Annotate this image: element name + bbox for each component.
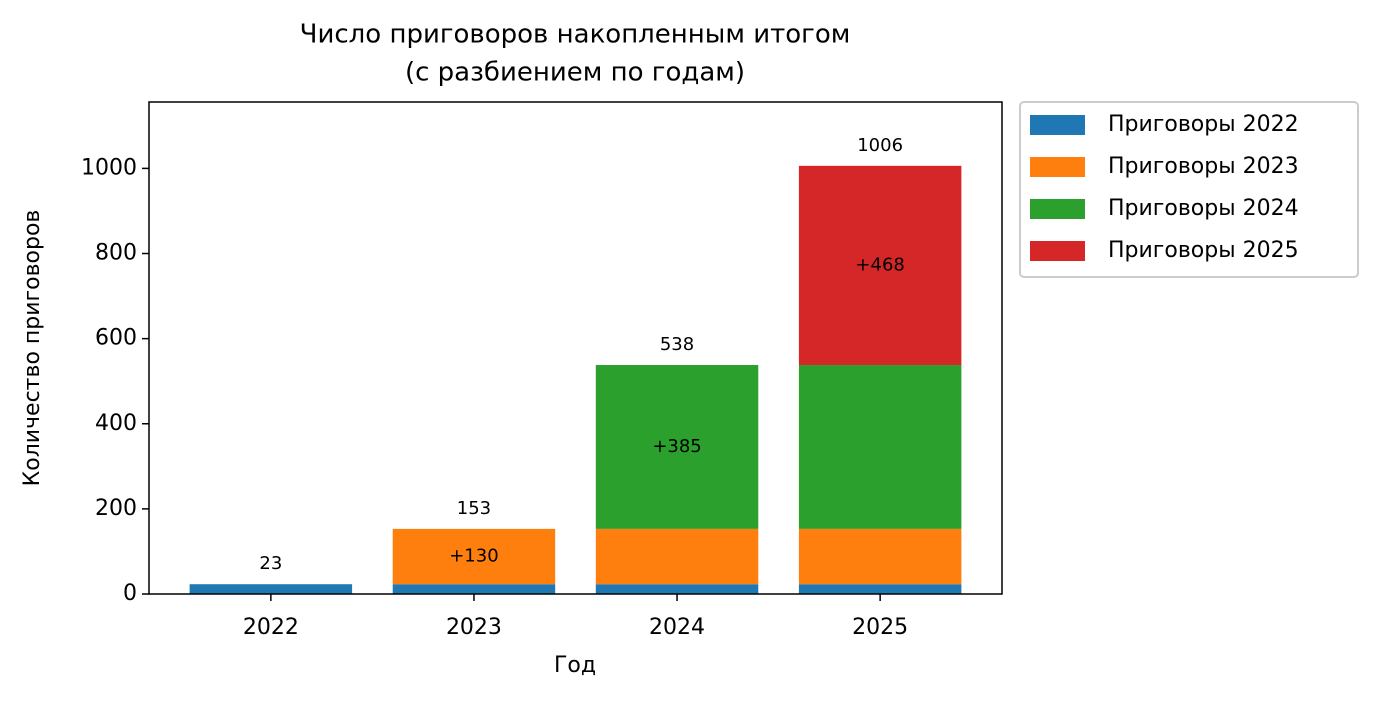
- total-label: 153: [457, 498, 491, 519]
- y-tick-label: 600: [95, 326, 137, 351]
- bar-segment: [392, 584, 556, 594]
- bar-segment: [595, 365, 759, 529]
- bar-segment: [392, 528, 556, 585]
- x-tick-label: 2022: [243, 615, 299, 640]
- bar-segment: [798, 165, 962, 366]
- bar-segment: [798, 365, 962, 529]
- y-tick-label: 1000: [81, 155, 137, 180]
- bar-segment: [189, 584, 353, 594]
- x-tick-label: 2023: [446, 615, 502, 640]
- y-axis-label: Количество приговоров: [20, 210, 45, 487]
- total-label: 538: [660, 334, 694, 355]
- total-label: 23: [259, 553, 282, 574]
- segment-label: +385: [652, 436, 701, 457]
- legend-swatch: [1030, 199, 1085, 219]
- total-label: 1006: [857, 135, 903, 156]
- legend-label: Приговоры 2025: [1108, 238, 1299, 263]
- legend-label: Приговоры 2023: [1108, 154, 1299, 179]
- x-axis-label: Год: [554, 653, 596, 678]
- legend-swatch: [1030, 157, 1085, 177]
- segment-label: +130: [449, 546, 498, 567]
- segment-label: +468: [855, 254, 904, 275]
- bar-segment: [595, 584, 759, 594]
- x-tick-label: 2024: [649, 615, 705, 640]
- y-tick-label: 400: [95, 411, 137, 436]
- legend-label: Приговоры 2022: [1108, 112, 1299, 137]
- x-tick-label: 2025: [852, 615, 908, 640]
- y-tick-label: 200: [95, 496, 137, 521]
- legend-box: [1019, 101, 1359, 278]
- bar-segment: [798, 528, 962, 585]
- legend-swatch: [1030, 115, 1085, 135]
- chart-title: Число приговоров накопленным итогом: [300, 20, 851, 50]
- y-tick-label: 800: [95, 241, 137, 266]
- y-tick-label: 0: [123, 581, 137, 606]
- legend-swatch: [1030, 241, 1085, 261]
- bar-segment: [595, 528, 759, 585]
- legend-label: Приговоры 2024: [1108, 196, 1299, 221]
- plot-frame: [148, 101, 1003, 595]
- bar-segment: [798, 584, 962, 594]
- chart-subtitle: (с разбиением по годам): [405, 58, 745, 88]
